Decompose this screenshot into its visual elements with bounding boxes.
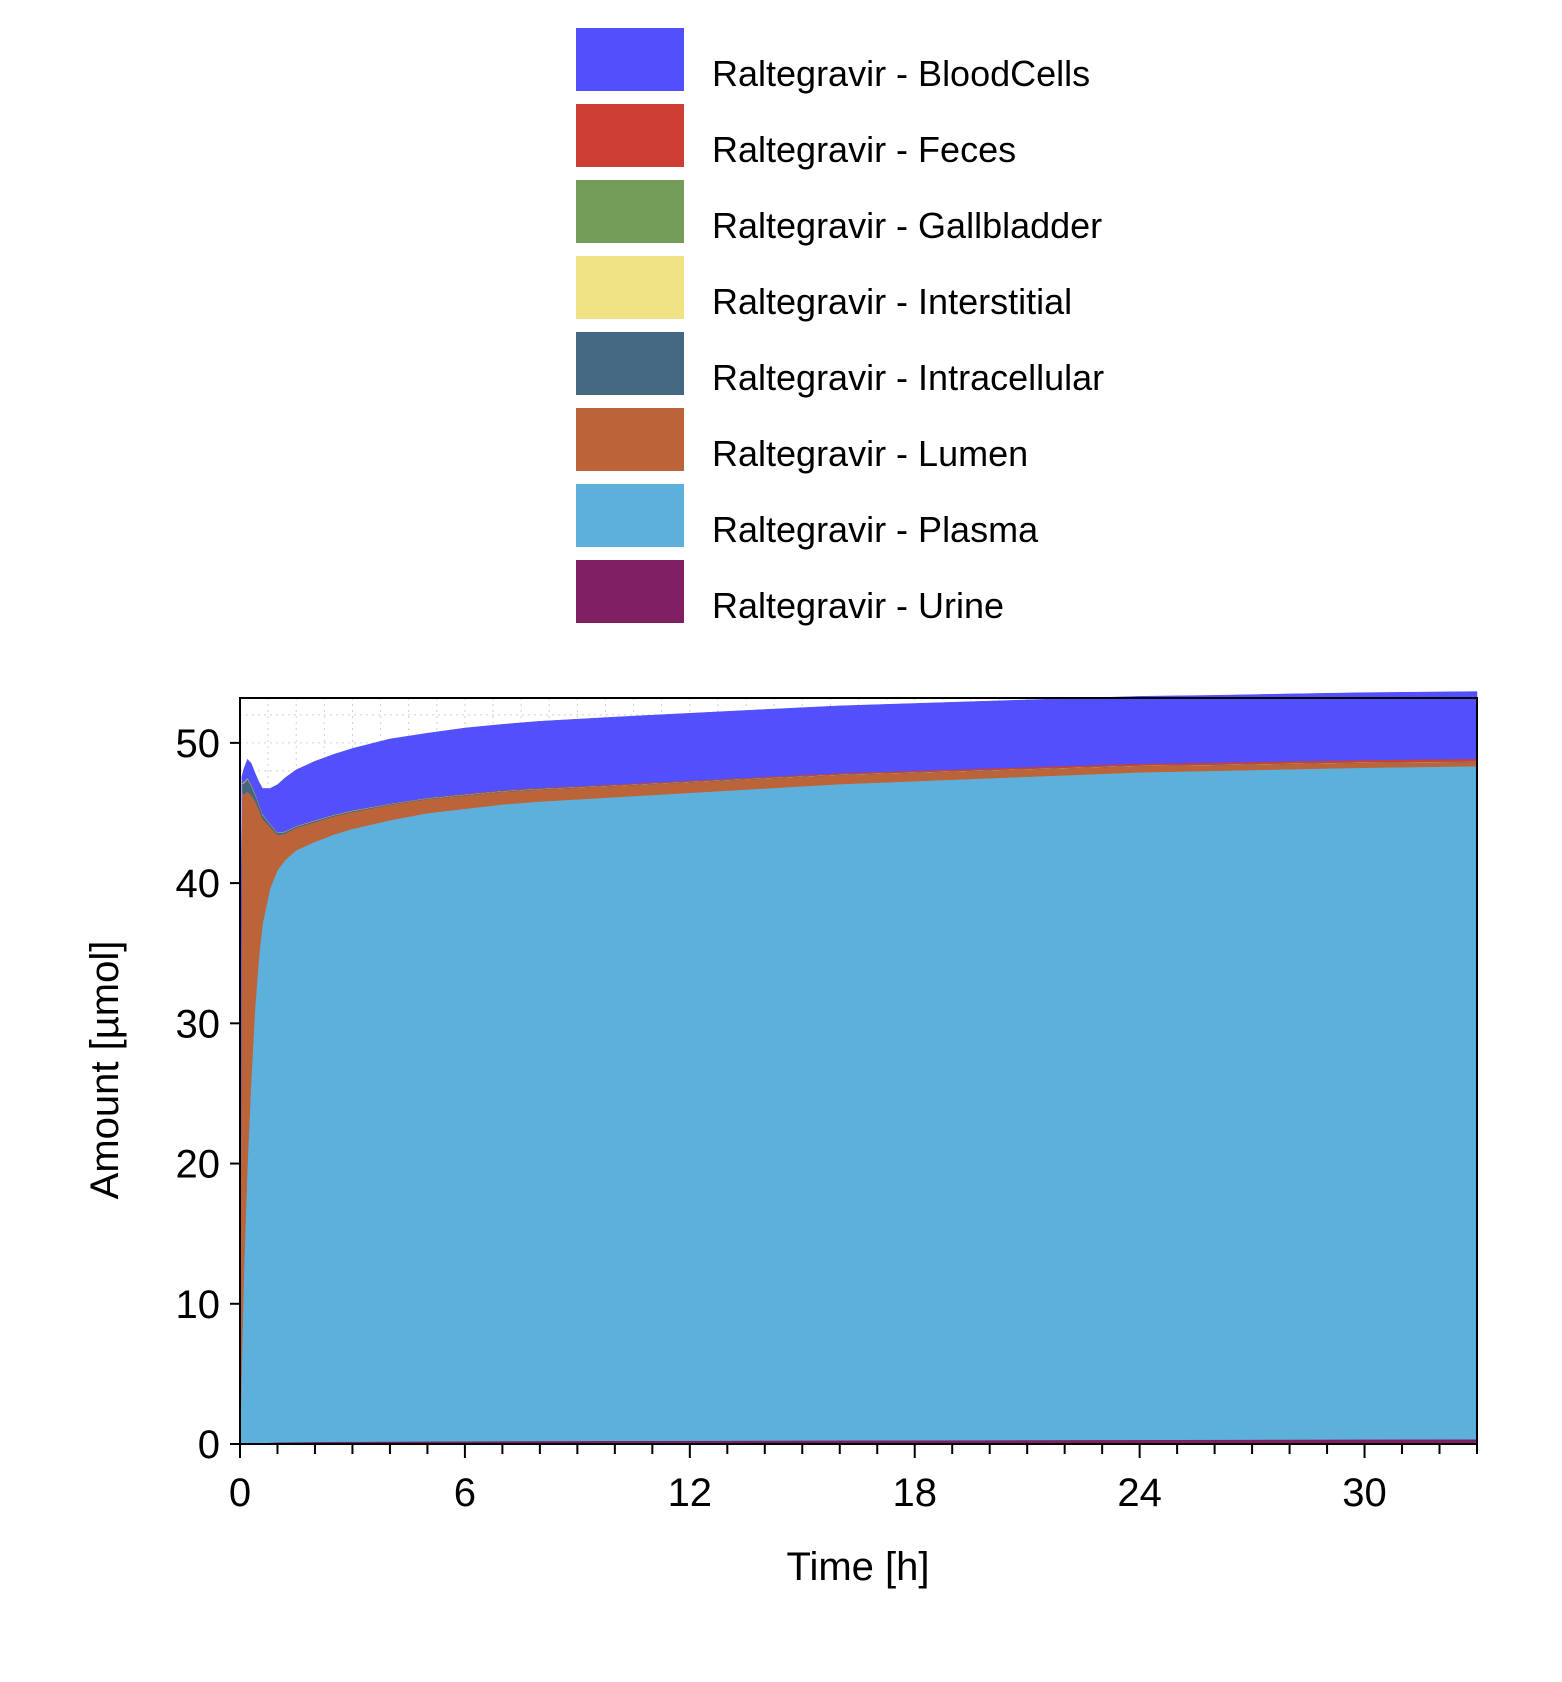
legend-label: Raltegravir - Plasma xyxy=(712,509,1039,550)
legend-label: Raltegravir - Urine xyxy=(712,585,1004,626)
y-tick-label: 10 xyxy=(176,1283,221,1327)
legend-swatch xyxy=(576,28,684,91)
y-tick-label: 0 xyxy=(198,1423,220,1467)
x-axis-label: Time [h] xyxy=(787,1545,930,1589)
legend-swatch xyxy=(576,484,684,547)
y-axis-label: Amount [µmol] xyxy=(83,941,127,1200)
legend-swatch xyxy=(576,332,684,395)
legend-label: Raltegravir - Lumen xyxy=(712,433,1028,474)
legend-swatch xyxy=(576,104,684,167)
x-tick-label: 24 xyxy=(1117,1471,1162,1515)
legend-label: Raltegravir - Interstitial xyxy=(712,281,1072,322)
y-tick-label: 30 xyxy=(176,1002,221,1046)
x-tick-label: 0 xyxy=(229,1471,251,1515)
plot-frame xyxy=(239,697,1478,1445)
x-tick-label: 30 xyxy=(1342,1471,1387,1515)
legend: Raltegravir - BloodCells Raltegravir - Fe… xyxy=(576,28,1104,626)
area-series xyxy=(239,765,1478,1445)
legend-swatch xyxy=(576,560,684,623)
legend-label: Raltegravir - Feces xyxy=(712,129,1016,170)
axes: 0 6 12 18 24 30 0 10 20 30 40 50 xyxy=(176,697,1478,1515)
legend-swatch xyxy=(576,256,684,319)
legend-label: Raltegravir - Gallbladder xyxy=(712,205,1102,246)
legend-label: Raltegravir - BloodCells xyxy=(712,53,1090,94)
x-tick-label: 12 xyxy=(668,1471,713,1515)
y-tick-label: 40 xyxy=(176,862,221,906)
y-tick-label: 50 xyxy=(176,722,221,766)
legend-swatch xyxy=(576,408,684,471)
legend-swatch xyxy=(576,180,684,243)
x-tick-label: 6 xyxy=(454,1471,476,1515)
x-tick-label: 18 xyxy=(892,1471,937,1515)
legend-label: Raltegravir - Intracellular xyxy=(712,357,1104,398)
stacked-areas xyxy=(239,691,1478,1445)
y-tick-label: 20 xyxy=(176,1143,221,1187)
